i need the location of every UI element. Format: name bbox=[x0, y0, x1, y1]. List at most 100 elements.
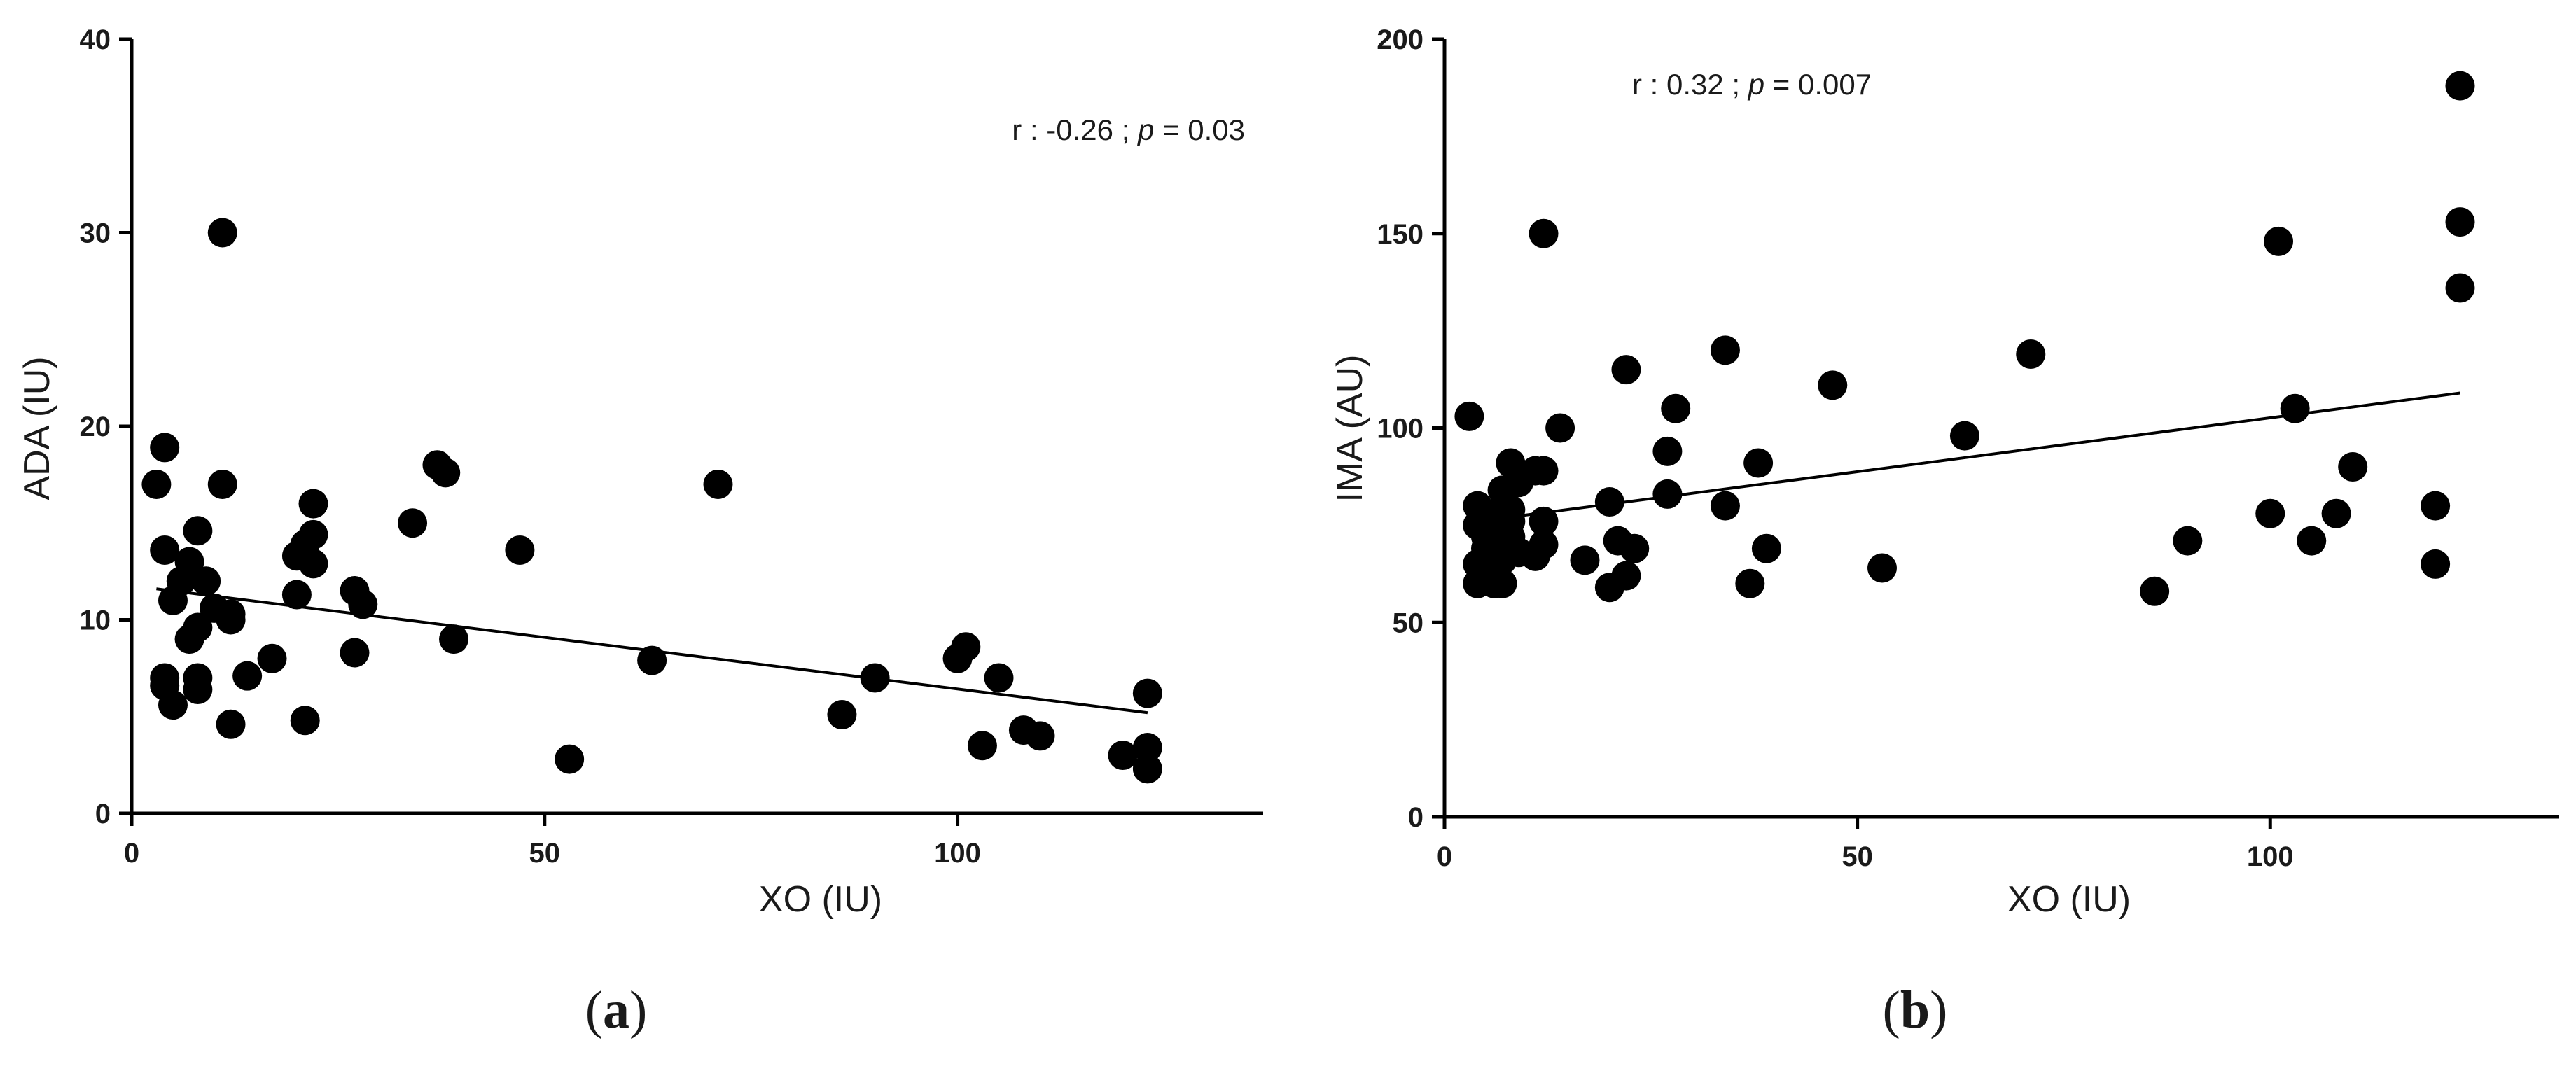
panel-b-y-tick-label: 0 bbox=[1408, 802, 1423, 833]
panel-a-data-point bbox=[216, 605, 246, 635]
panel-b-data-point bbox=[1620, 533, 1650, 563]
panel-a-y-tick-label: 30 bbox=[80, 218, 111, 249]
panel-a-x-ticks: 0 50 100 bbox=[124, 813, 981, 869]
panel-b-x-tick-label: 100 bbox=[2247, 841, 2294, 872]
panel-a-x-axis-title: XO (IU) bbox=[759, 879, 882, 920]
panel-a-data-point bbox=[232, 661, 263, 691]
panel-a-data-point bbox=[1132, 732, 1162, 762]
panel-b-data-point bbox=[1710, 491, 1740, 521]
panel-b-data-point bbox=[1545, 413, 1575, 443]
panel-a-data-point bbox=[348, 589, 378, 619]
panel-b-annotation-suffix: = 0.007 bbox=[1764, 68, 1872, 101]
panel-b-data-point bbox=[2280, 393, 2310, 423]
panel-a-data-point bbox=[207, 218, 237, 248]
panel-a-annotation-suffix: = 0.03 bbox=[1154, 113, 1245, 146]
panel-b-data-point bbox=[1529, 530, 1559, 560]
panel-b-data-point bbox=[1652, 479, 1683, 509]
panel-a-data-point bbox=[174, 547, 204, 577]
panel-b-y-tick-label: 200 bbox=[1377, 24, 1423, 55]
panel-b-data-point bbox=[2445, 207, 2475, 237]
panel-b-annotation-prefix: r : 0.32 ; bbox=[1632, 68, 1748, 101]
panel-a-data-point bbox=[1108, 741, 1138, 771]
panel-b-chart: 0 50 100 150 200 0 50 100 XO (IU) IMA (AU) r :… bbox=[1330, 24, 2559, 1039]
panel-a-data-point bbox=[1025, 721, 1055, 751]
panel-a-correlation-annotation: r : -0.26 ; p = 0.03 bbox=[1012, 113, 1245, 146]
panel-b-x-tick-label: 50 bbox=[1842, 841, 1873, 872]
panel-a-y-tick-label: 20 bbox=[80, 412, 111, 442]
panel-a-y-tick-label: 40 bbox=[80, 24, 111, 55]
panel-a-data-point bbox=[505, 535, 535, 565]
panel-a-data-point bbox=[298, 549, 328, 579]
panel-b-data-point bbox=[1867, 553, 1898, 583]
panel-b-label: (b) bbox=[1883, 981, 1948, 1039]
panel-a-data-point bbox=[984, 663, 1014, 693]
panel-b-data-point bbox=[1594, 487, 1624, 517]
panel-a-data-point bbox=[951, 632, 981, 662]
panel-b-data-point bbox=[1743, 448, 1774, 478]
panel-b-data-point bbox=[1611, 561, 1641, 591]
panel-a-chart: 0 10 20 30 40 0 50 100 XO (IU) ADA (IU) r : -0… bbox=[17, 24, 1263, 1039]
panel-a-data-point bbox=[158, 690, 188, 720]
panel-a-x-tick-label: 50 bbox=[529, 838, 561, 869]
panel-a-y-ticks: 0 10 20 30 40 bbox=[80, 24, 132, 829]
panel-b-data-point bbox=[2264, 226, 2294, 256]
panel-b-x-tick-label: 0 bbox=[1437, 841, 1452, 872]
panel-b-data-point bbox=[2016, 339, 2046, 369]
panel-a-annotation-prefix: r : -0.26 ; bbox=[1012, 113, 1138, 146]
panel-b-trendline bbox=[1477, 391, 2460, 523]
panel-a-data-point bbox=[183, 516, 213, 546]
panel-b-data-point bbox=[1751, 533, 1781, 563]
panel-a-data-point bbox=[340, 638, 370, 668]
panel-a-x-tick-label: 100 bbox=[934, 838, 981, 869]
panel-b-data-point bbox=[1735, 568, 1765, 598]
panel-a-data-point bbox=[431, 458, 461, 488]
panel-b-data-point bbox=[1529, 218, 1559, 248]
panel-a-data-point bbox=[1132, 754, 1162, 784]
panel-a-data-point bbox=[1132, 678, 1162, 708]
panel-a-data-point bbox=[141, 469, 172, 499]
panel-a-data-point bbox=[216, 709, 246, 739]
panel-b-y-tick-label: 150 bbox=[1377, 219, 1423, 250]
panel-b-points bbox=[1454, 71, 2475, 606]
panel-b-correlation-annotation: r : 0.32 ; p = 0.007 bbox=[1632, 68, 1872, 101]
panel-b-data-point bbox=[1570, 545, 1600, 575]
panel-b-data-point bbox=[1611, 355, 1641, 385]
panel-a-label-letter: a bbox=[603, 981, 629, 1039]
panel-b-data-point bbox=[2421, 549, 2451, 579]
panel-a-points bbox=[141, 218, 1162, 784]
panel-b-label-letter: b bbox=[1900, 981, 1930, 1039]
panel-b-y-tick-label: 50 bbox=[1393, 608, 1424, 638]
panel-b-data-point bbox=[1661, 393, 1691, 423]
panel-b-data-point bbox=[2445, 71, 2475, 101]
panel-a-data-point bbox=[257, 643, 287, 673]
panel-a-data-point bbox=[555, 744, 585, 774]
panel-b-data-point bbox=[2140, 576, 2170, 606]
panel-a-label: (a) bbox=[585, 981, 648, 1039]
panel-b-data-point bbox=[2173, 526, 2203, 556]
panel-b-data-point bbox=[1818, 370, 1848, 400]
panel-b-data-point bbox=[2255, 498, 2285, 528]
panel-a-data-point bbox=[191, 566, 221, 596]
panel-b-data-point bbox=[2421, 491, 2451, 521]
panel-a-data-point bbox=[150, 433, 180, 463]
panel-a-data-point bbox=[439, 624, 469, 654]
panel-a-data-point bbox=[207, 469, 237, 499]
panel-b-data-point bbox=[1487, 568, 1517, 598]
panel-a-trendline bbox=[156, 587, 1148, 715]
panel-b-y-ticks: 0 50 100 150 200 bbox=[1377, 24, 1444, 833]
panel-a-x-tick-label: 0 bbox=[124, 838, 139, 869]
panel-a-data-point bbox=[298, 519, 328, 549]
panel-a-annotation-p: p bbox=[1136, 113, 1154, 146]
panel-b-x-ticks: 0 50 100 bbox=[1437, 817, 2294, 872]
panel-a-data-point bbox=[398, 508, 428, 538]
panel-b-x-axis-title: XO (IU) bbox=[2007, 879, 2131, 920]
panel-b-data-point bbox=[1710, 335, 1740, 365]
panel-b-y-tick-label: 100 bbox=[1377, 414, 1423, 444]
panel-a-data-point bbox=[290, 706, 320, 736]
panel-a-data-point bbox=[281, 580, 312, 610]
panel-a-data-point bbox=[827, 699, 857, 729]
panel-b-y-axis-title: IMA (AU) bbox=[1330, 355, 1370, 503]
panel-b-annotation-p: p bbox=[1747, 68, 1764, 101]
panel-b-data-point bbox=[1454, 401, 1484, 431]
